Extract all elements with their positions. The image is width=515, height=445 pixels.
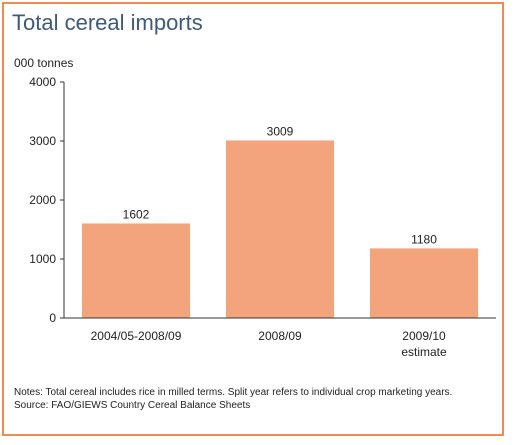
bar-value-label: 3009 <box>267 124 294 138</box>
bar-value-label: 1602 <box>123 207 150 221</box>
y-axis-ticks: 0 1000 2000 3000 4000 <box>29 75 64 325</box>
value-labels: 1602 3009 1180 <box>123 124 438 246</box>
bar <box>226 140 334 318</box>
x-category-label: 2008/09 <box>258 329 302 343</box>
x-category-label: estimate <box>401 345 447 359</box>
bar-chart: 0 1000 2000 3000 4000 1602 3009 1180 2004/05-2… <box>29 75 496 359</box>
y-tick-label: 0 <box>49 311 56 325</box>
notes-text: Notes: Total cereal includes rice in mil… <box>14 387 453 398</box>
category-labels: 2004/05-2008/09 2008/09 2009/10 estimate <box>91 329 447 359</box>
bar <box>370 248 478 318</box>
chart-panel: Total cereal imports 000 tonnes 0 1000 200… <box>2 2 504 436</box>
bars <box>82 140 478 318</box>
y-tick-label: 4000 <box>29 75 56 89</box>
x-category-label: 2004/05-2008/09 <box>91 329 182 343</box>
y-tick-label: 2000 <box>29 193 56 207</box>
y-tick-label: 3000 <box>29 134 56 148</box>
bar-value-label: 1180 <box>411 232 437 246</box>
source-text: Source: FAO/GIEWS Country Cereal Balance… <box>14 400 251 411</box>
bar <box>82 223 190 318</box>
notes-block: Notes: Total cereal includes rice in mil… <box>14 386 494 412</box>
chart-title: Total cereal imports <box>12 10 203 35</box>
y-tick-label: 1000 <box>29 252 56 266</box>
x-category-label: 2009/10 <box>402 329 446 343</box>
y-axis-unit-label: 000 tonnes <box>14 56 74 70</box>
